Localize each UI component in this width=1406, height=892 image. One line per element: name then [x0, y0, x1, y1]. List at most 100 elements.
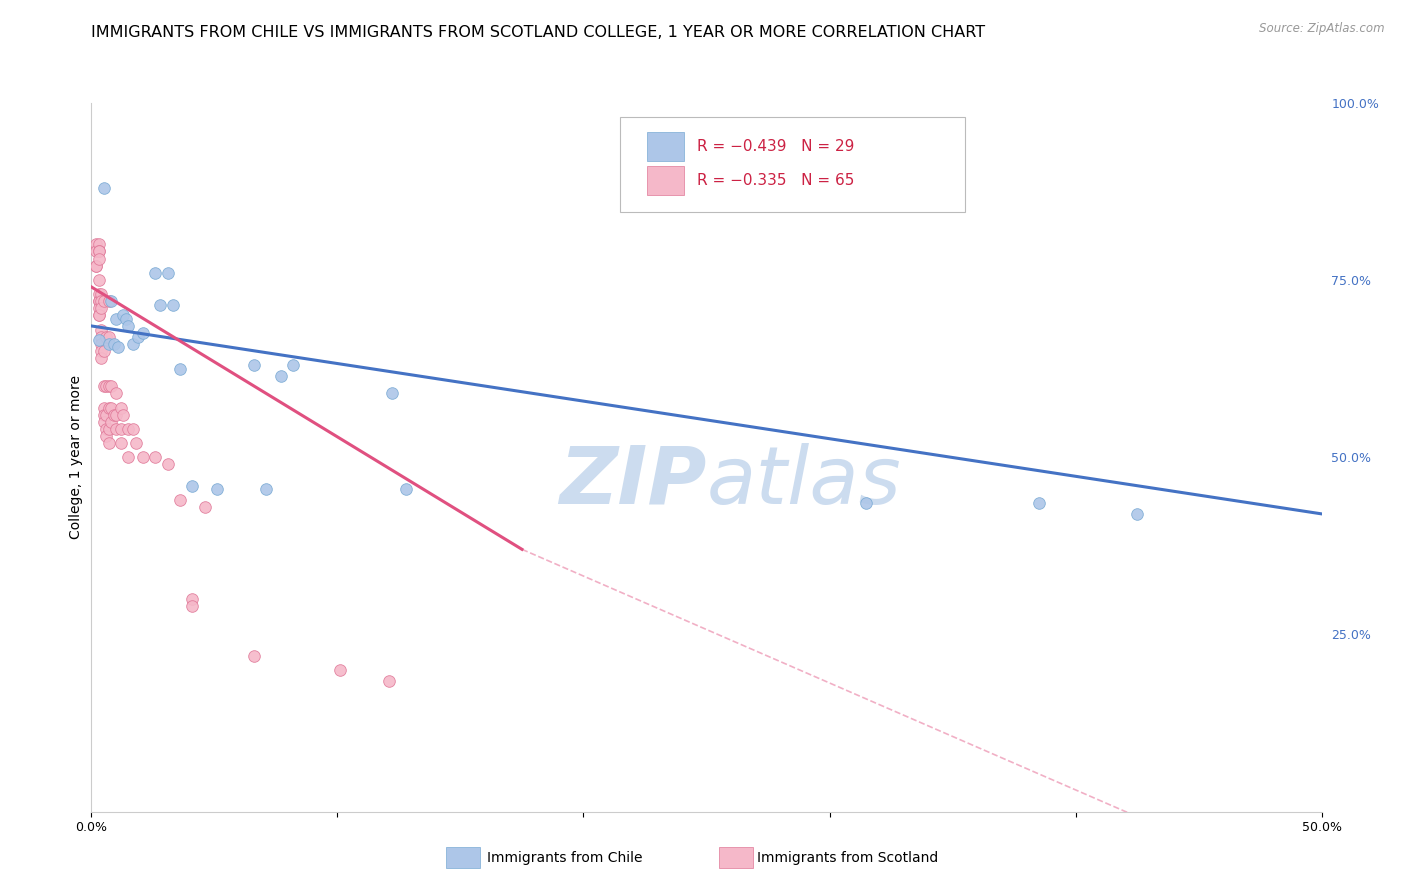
- Point: [97, 379, 120, 393]
- Point: [122, 336, 145, 351]
- Point: [86, 259, 108, 273]
- Text: Immigrants from Scotland: Immigrants from Scotland: [758, 851, 939, 865]
- Point: [87, 301, 110, 316]
- Text: Source: ZipAtlas.com: Source: ZipAtlas.com: [1260, 22, 1385, 36]
- Point: [132, 326, 155, 340]
- Point: [97, 436, 120, 450]
- Point: [122, 422, 145, 436]
- Point: [93, 379, 115, 393]
- Point: [90, 294, 112, 309]
- Point: [181, 599, 204, 613]
- Point: [86, 259, 108, 273]
- Point: [117, 318, 139, 333]
- Point: [1126, 507, 1149, 521]
- Text: R = −0.335   N = 65: R = −0.335 N = 65: [696, 173, 853, 188]
- Point: [90, 322, 112, 336]
- Point: [110, 422, 132, 436]
- Point: [87, 252, 110, 266]
- Point: [86, 244, 108, 259]
- Text: IMMIGRANTS FROM CHILE VS IMMIGRANTS FROM SCOTLAND COLLEGE, 1 YEAR OR MORE CORREL: IMMIGRANTS FROM CHILE VS IMMIGRANTS FROM…: [91, 25, 986, 40]
- Point: [242, 358, 264, 372]
- Point: [97, 401, 120, 415]
- Point: [87, 333, 110, 347]
- Point: [254, 482, 277, 496]
- Point: [87, 309, 110, 323]
- Text: Immigrants from Chile: Immigrants from Chile: [488, 851, 643, 865]
- Point: [242, 648, 264, 663]
- Point: [112, 408, 135, 422]
- Point: [124, 436, 146, 450]
- Point: [105, 422, 127, 436]
- Point: [100, 401, 122, 415]
- Point: [145, 266, 166, 280]
- Point: [96, 379, 117, 393]
- Point: [97, 329, 120, 343]
- Point: [145, 450, 166, 464]
- Point: [93, 180, 115, 194]
- Point: [93, 343, 115, 358]
- Point: [110, 401, 132, 415]
- Point: [205, 482, 228, 496]
- Point: [181, 592, 204, 607]
- Bar: [647, 167, 685, 194]
- Point: [270, 368, 292, 383]
- Point: [112, 309, 135, 323]
- Point: [105, 408, 127, 422]
- Point: [87, 294, 110, 309]
- Point: [87, 244, 110, 259]
- Point: [87, 309, 110, 323]
- Text: atlas: atlas: [706, 443, 901, 521]
- Point: [90, 329, 112, 343]
- Point: [149, 298, 172, 312]
- Point: [107, 340, 129, 354]
- Point: [169, 492, 191, 507]
- Point: [117, 422, 139, 436]
- Point: [105, 386, 127, 401]
- Point: [93, 294, 115, 309]
- Point: [93, 408, 115, 422]
- Point: [87, 287, 110, 301]
- Point: [100, 294, 122, 309]
- Point: [96, 408, 117, 422]
- Point: [90, 336, 112, 351]
- Bar: [647, 132, 685, 161]
- Point: [193, 500, 217, 514]
- Point: [87, 237, 110, 252]
- Point: [156, 457, 179, 471]
- Point: [93, 401, 115, 415]
- Text: ZIP: ZIP: [560, 443, 706, 521]
- FancyBboxPatch shape: [620, 117, 965, 212]
- Point: [103, 336, 125, 351]
- Point: [855, 496, 877, 510]
- Point: [87, 244, 110, 259]
- Point: [87, 294, 110, 309]
- Point: [1028, 496, 1050, 510]
- Point: [96, 329, 117, 343]
- Point: [90, 287, 112, 301]
- Point: [181, 478, 204, 492]
- Bar: [718, 847, 754, 869]
- Point: [380, 386, 402, 401]
- Point: [97, 336, 120, 351]
- Point: [117, 450, 139, 464]
- Point: [329, 663, 352, 677]
- Point: [281, 358, 304, 372]
- Point: [87, 273, 110, 287]
- Point: [103, 408, 125, 422]
- Point: [100, 379, 122, 393]
- Point: [96, 422, 117, 436]
- Point: [97, 422, 120, 436]
- Point: [395, 482, 418, 496]
- Bar: [446, 847, 479, 869]
- Text: R = −0.439   N = 29: R = −0.439 N = 29: [696, 139, 853, 154]
- Y-axis label: College, 1 year or more: College, 1 year or more: [69, 376, 83, 539]
- Point: [90, 301, 112, 316]
- Point: [100, 415, 122, 429]
- Point: [127, 329, 149, 343]
- Point: [162, 298, 184, 312]
- Point: [378, 673, 401, 688]
- Point: [110, 436, 132, 450]
- Point: [96, 429, 117, 443]
- Point: [105, 311, 127, 326]
- Point: [86, 237, 108, 252]
